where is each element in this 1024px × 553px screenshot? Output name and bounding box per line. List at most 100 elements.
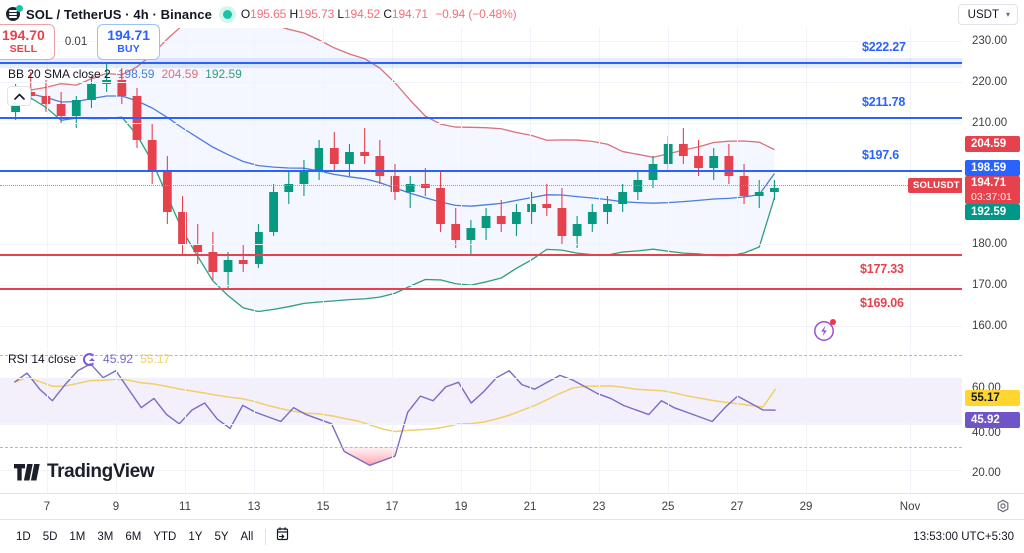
time-axis[interactable]: 7 9 11 13 15 17 19 21 23 25 27 29 Nov — [0, 493, 1024, 520]
grid-line-h — [0, 285, 962, 286]
high-value: 195.73 — [298, 7, 335, 21]
grid-line-v — [47, 28, 48, 348]
rsi-value: 45.92 — [103, 352, 134, 366]
grid-line-h — [0, 123, 962, 124]
support-line[interactable] — [0, 254, 962, 256]
open-key: O — [240, 7, 251, 21]
bb-title: BB 20 SMA close 2 — [8, 67, 111, 81]
toolbar-divider — [265, 528, 267, 545]
live-status-dot — [222, 9, 232, 19]
grid-line-v — [530, 350, 531, 493]
trade-buttons: 194.70 SELL 0.01 194.71 BUY — [0, 24, 161, 61]
symbol-title[interactable]: SOL / TetherUS · 4h · Binance — [26, 6, 212, 22]
grid-line-h — [0, 377, 962, 379]
price-axis[interactable]: 230.00 220.00 210.00 180.00 170.00 160.00 204.… — [962, 28, 1024, 348]
close-value: 194.71 — [391, 7, 429, 21]
timeframe-1y[interactable]: 1Y — [188, 530, 203, 543]
grid-line-v — [185, 350, 186, 493]
currency-select-value: USDT — [967, 8, 999, 21]
timeframe-5d[interactable]: 5D — [42, 530, 58, 543]
rsi-axis-label: 40.00 — [972, 427, 1001, 439]
buy-button[interactable]: 194.71 BUY — [97, 24, 161, 61]
grid-line-v — [737, 350, 738, 493]
refresh-icon[interactable] — [83, 352, 97, 366]
rsi-value-badge: 55.17 — [965, 390, 1020, 406]
time-axis-label: 13 — [247, 501, 261, 513]
rsi-chart-pane[interactable] — [0, 350, 962, 493]
rsi-title: RSI 14 close — [8, 352, 77, 366]
grid-line-v — [737, 28, 738, 348]
candlestick-series — [11, 28, 779, 313]
grid-line-v — [530, 28, 531, 348]
timeframe-1m[interactable]: 1M — [69, 530, 86, 543]
resistance-line[interactable] — [0, 117, 962, 119]
countdown-timer: 03:37:01 — [971, 190, 1012, 203]
rsi-axis[interactable]: 60.00 40.00 20.00 55.17 45.92 — [962, 350, 1024, 493]
resistance-line[interactable] — [0, 170, 962, 172]
price-change: −0.94 (−0.48%) — [435, 7, 517, 21]
resistance-line[interactable] — [0, 62, 962, 64]
grid-line-v — [668, 350, 669, 493]
time-axis-label: 11 — [179, 501, 191, 513]
alert-notification-dot — [830, 319, 836, 325]
ohlc-values: O195.65 H195.73 L194.52 C194.71 −0.94 (−… — [241, 7, 517, 21]
time-axis-label: 25 — [661, 501, 675, 513]
grid-line-v — [116, 28, 117, 348]
grid-line-h — [0, 244, 962, 245]
current-price-flag: SOLUSDT — [908, 178, 962, 193]
price-chart-pane[interactable]: $222.27 $211.78 $197.6 $177.33 $169.06 SOLUSD… — [0, 28, 962, 348]
time-axis-label: 17 — [385, 501, 399, 513]
time-axis-label: Nov — [899, 501, 921, 513]
bb-indicator-legend[interactable]: BB 20 SMA close 2 198.59 204.59 192.59 — [8, 67, 242, 81]
grid-line-v — [806, 350, 807, 493]
grid-line-v — [47, 350, 48, 493]
open-value: 195.65 — [250, 7, 287, 21]
grid-line-h — [0, 41, 962, 42]
grid-line-v — [806, 28, 807, 348]
grid-line-v — [185, 28, 186, 348]
price-axis-label: 160.00 — [972, 320, 1008, 332]
indicator-price-badge: 204.59 — [965, 136, 1020, 152]
indicator-price-badge: 198.59 — [965, 160, 1020, 176]
grid-line-v — [599, 28, 600, 348]
tradingview-watermark: TradingView — [14, 461, 155, 483]
timeframe-5y[interactable]: 5Y — [214, 530, 229, 543]
low-key: L — [337, 7, 344, 21]
lightning-bolt-icon[interactable] — [813, 319, 836, 342]
timeframe-1d[interactable]: 1D — [16, 530, 31, 543]
current-price-badge: 194.71 03:37:01 — [965, 176, 1020, 204]
grid-line-v — [668, 28, 669, 348]
sell-button[interactable]: 194.70 SELL — [0, 24, 55, 61]
rsi-threshold-line — [0, 446, 962, 448]
indicator-price-badge: 192.59 — [965, 204, 1020, 220]
price-axis-label: 230.00 — [972, 35, 1008, 47]
currency-select[interactable]: USDT ▾ — [957, 4, 1018, 25]
current-price-badge-value: 194.71 — [971, 177, 1007, 190]
timeframe-3m[interactable]: 3M — [97, 530, 114, 543]
calendar-range-icon[interactable] — [274, 526, 290, 547]
clock-label[interactable]: 13:53:00 UTC+5:30 — [913, 530, 1014, 543]
time-axis-label: 19 — [454, 501, 468, 513]
time-axis-label: 27 — [730, 501, 744, 513]
support-label: $177.33 — [860, 262, 904, 276]
tradingview-logo-icon — [14, 463, 40, 480]
gear-icon[interactable] — [995, 499, 1011, 520]
grid-line-v — [323, 28, 324, 348]
grid-line-v — [254, 350, 255, 493]
time-axis-label: 15 — [316, 501, 330, 513]
grid-line-v — [392, 28, 393, 348]
support-line[interactable] — [0, 288, 962, 290]
high-key: H — [289, 7, 299, 21]
timeframe-6m[interactable]: 6M — [125, 530, 142, 543]
timeframe-ytd[interactable]: YTD — [153, 530, 177, 543]
rsi-indicator-legend[interactable]: RSI 14 close 45.92 55.17 — [8, 352, 170, 366]
grid-line-v — [599, 350, 600, 493]
grid-line-v — [461, 350, 462, 493]
collapse-pane-button[interactable] — [7, 86, 31, 106]
price-axis-label: 170.00 — [972, 279, 1008, 291]
tradingview-watermark-text: TradingView — [47, 461, 155, 482]
bottom-toolbar[interactable]: 1D 5D 1M 3M 6M YTD 1Y 5Y All 13:53:00 UTC+5:30 — [0, 520, 1024, 553]
grid-line-v — [910, 350, 911, 493]
timeframe-all[interactable]: All — [240, 530, 254, 543]
time-axis-label: 23 — [592, 501, 606, 513]
